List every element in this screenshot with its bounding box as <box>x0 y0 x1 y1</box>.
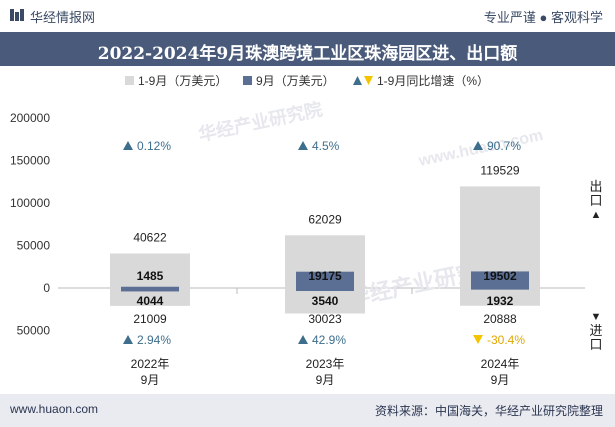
x-category-month: 9月 <box>316 373 335 387</box>
bar-import-month <box>296 288 354 292</box>
y-tick-label: 200000 <box>10 111 50 125</box>
brand-name: 华经情报网 <box>30 10 96 25</box>
import-side-label: ▼ 进口 <box>589 311 603 352</box>
growth-down-triangle-icon <box>473 335 483 344</box>
data-label-export-ytd: 62029 <box>308 212 342 226</box>
growth-label-import: 42.9% <box>312 333 346 347</box>
bar-import-ytd <box>110 288 190 306</box>
legend-up-triangle-icon <box>353 76 362 85</box>
growth-up-triangle-icon <box>298 141 308 150</box>
footer-bar: www.huaon.com 资料来源：中国海关，华经产业研究院整理 <box>0 394 615 427</box>
export-side-label: 出口 ▲ <box>589 179 603 222</box>
data-label-export-ytd: 40622 <box>133 230 167 244</box>
legend-label-month: 9月（万美元） <box>256 74 335 88</box>
data-label-export-ytd: 119529 <box>480 163 519 177</box>
bar-import-ytd <box>460 288 540 306</box>
x-category-month: 9月 <box>141 373 160 387</box>
y-tick-label: 150000 <box>10 154 50 168</box>
legend-down-triangle-icon <box>364 76 373 85</box>
bar-export-month <box>296 271 354 288</box>
growth-up-triangle-icon <box>123 335 133 344</box>
legend-label-ytd: 1-9月（万美元） <box>138 74 227 88</box>
footer-site: www.huaon.com <box>10 402 99 416</box>
bar-export-ytd <box>460 186 540 288</box>
y-tick-label: 50000 <box>17 239 51 253</box>
legend-label-growth: 1-9月同比增速（%） <box>377 74 489 88</box>
growth-label-export: 4.5% <box>312 139 340 153</box>
brand-slogan: 专业严谨 ● 客观科学 <box>483 10 603 25</box>
bar-import-month <box>471 288 529 290</box>
bar-export-month <box>471 271 529 288</box>
y-tick-label: 100000 <box>10 196 50 210</box>
data-label-import-ytd: 21009 <box>133 312 167 326</box>
y-tick-label: 50000 <box>17 324 51 338</box>
growth-label-export: 90.7% <box>487 139 521 153</box>
footer-source: 资料来源：中国海关，华经产业研究院整理 <box>374 404 603 418</box>
data-label-import-ytd: 20888 <box>483 312 517 326</box>
growth-up-triangle-icon <box>298 335 308 344</box>
data-label-import-month: 4044 <box>137 294 164 308</box>
legend-swatch-month <box>243 76 252 85</box>
bar-import-ytd <box>285 288 365 314</box>
bar-export-ytd <box>110 253 190 288</box>
x-category-year: 2024年 <box>481 357 520 371</box>
chart-area: 1-9月（万美元） 9月（万美元） 1-9月同比增速（%） 200000 150000 1… <box>10 74 585 387</box>
growth-label-export: 0.12% <box>137 139 171 153</box>
x-category-month: 9月 <box>491 373 510 387</box>
watermark-text: 华经产业研究院 <box>196 98 324 145</box>
bar-export-month <box>121 286 179 288</box>
top-bar: 华经情报网 专业严谨 ● 客观科学 <box>0 0 615 32</box>
data-label-import-ytd: 30023 <box>308 312 342 326</box>
data-label-export-month: 19502 <box>483 269 517 283</box>
growth-label-import: 2.94% <box>137 333 171 347</box>
chart-title: 2022-2024年9月珠澳跨境工业区珠海园区进、出口额 <box>97 44 518 64</box>
brand-logo-icon <box>10 9 24 21</box>
x-category-year: 2023年 <box>306 357 345 371</box>
data-label-import-month: 1932 <box>487 294 514 308</box>
title-bar: 2022-2024年9月珠澳跨境工业区珠海园区进、出口额 <box>0 32 615 66</box>
growth-up-triangle-icon <box>473 141 483 150</box>
y-tick-label: 0 <box>43 281 50 295</box>
growth-up-triangle-icon <box>123 141 133 150</box>
data-label-export-month: 1485 <box>137 269 164 283</box>
data-label-export-month: 19175 <box>308 269 342 283</box>
bar-import-month <box>121 288 179 292</box>
legend-swatch-ytd <box>125 76 134 85</box>
data-label-import-month: 3540 <box>312 294 339 308</box>
x-category-year: 2022年 <box>131 357 170 371</box>
growth-label-import: -30.4% <box>487 333 525 347</box>
